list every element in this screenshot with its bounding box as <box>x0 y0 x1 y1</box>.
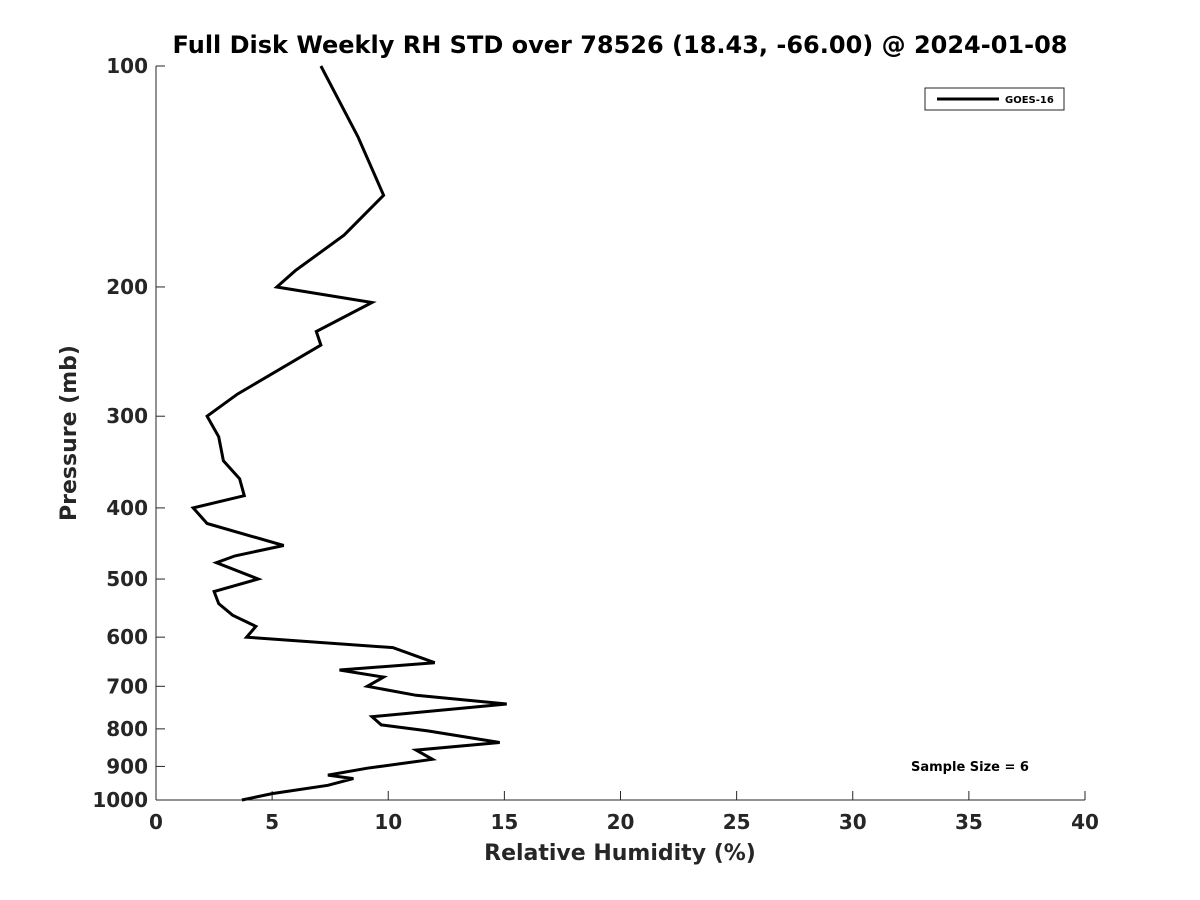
x-tick-label: 5 <box>265 810 279 834</box>
y-tick-label: 500 <box>106 567 148 591</box>
x-ticks: 0 5 10 15 20 25 30 35 40 <box>149 791 1099 834</box>
y-tick-label: 400 <box>106 496 148 520</box>
x-tick-label: 25 <box>723 810 751 834</box>
y-tick-label: 300 <box>106 404 148 428</box>
x-tick-label: 40 <box>1071 810 1099 834</box>
x-axis-label: Relative Humidity (%) <box>484 841 756 866</box>
y-tick-label: 600 <box>106 625 148 649</box>
x-tick-label: 30 <box>839 810 867 834</box>
series-layer <box>190 65 507 802</box>
x-tick-label: 35 <box>955 810 983 834</box>
y-tick-label: 100 <box>106 54 148 78</box>
chart-title: Full Disk Weekly RH STD over 78526 (18.4… <box>173 31 1068 59</box>
x-tick-label: 0 <box>149 810 163 834</box>
y-tick-label: 900 <box>106 754 148 778</box>
series-line-goes-16 <box>190 65 507 802</box>
x-tick-label: 10 <box>374 810 402 834</box>
legend: GOES-16 <box>924 87 1065 111</box>
legend-entry-goes-16: GOES-16 <box>1005 95 1054 106</box>
y-tick-label: 800 <box>106 717 148 741</box>
x-tick-label: 20 <box>607 810 635 834</box>
x-tick-label: 15 <box>490 810 518 834</box>
y-tick-label: 700 <box>106 674 148 698</box>
y-axis-label: Pressure (mb) <box>57 345 82 521</box>
y-ticks: 100 200 300 400 500 600 700 800 900 1000 <box>92 54 165 812</box>
y-tick-label: 1000 <box>92 788 148 812</box>
sample-size-annotation: Sample Size = 6 <box>911 760 1029 775</box>
y-tick-label: 200 <box>106 275 148 299</box>
